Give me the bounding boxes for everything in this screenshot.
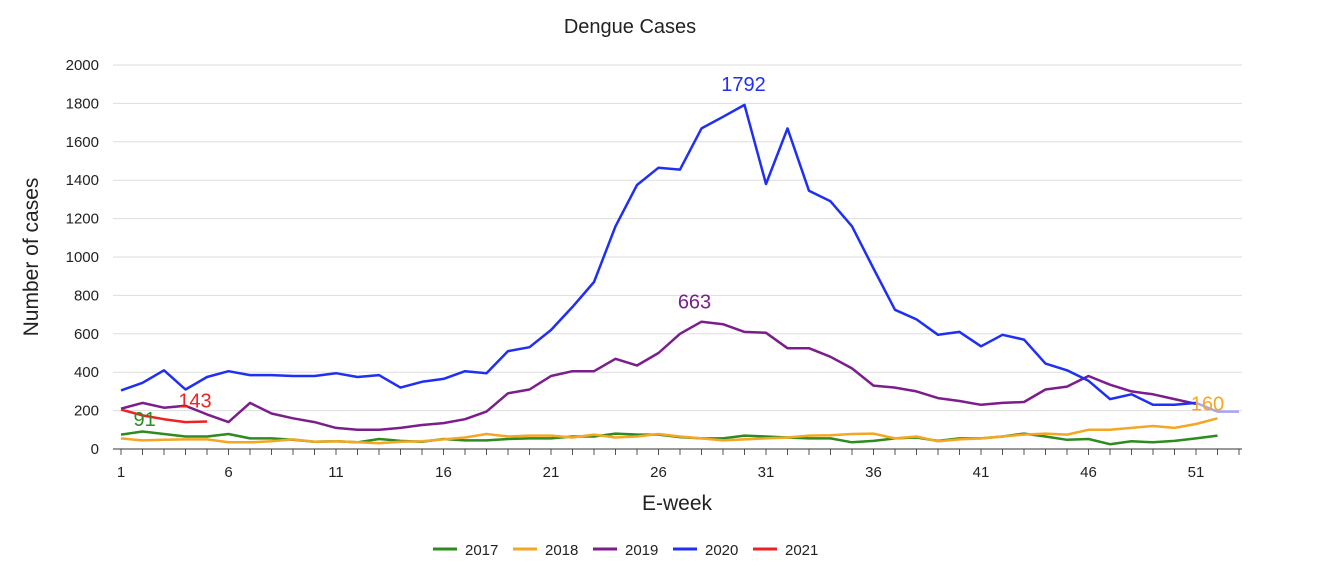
series-lines xyxy=(120,103,1239,446)
y-tick-label: 0 xyxy=(91,441,99,458)
x-tick-label: 51 xyxy=(1188,464,1205,481)
annotation-2017: 91 xyxy=(134,409,156,431)
x-tick-label: 21 xyxy=(543,464,560,481)
series-line-2021 xyxy=(120,408,208,424)
annotation-2020: 1792 xyxy=(721,74,766,96)
y-axis-label: Number of cases xyxy=(20,178,43,337)
x-axis-label: E-week xyxy=(642,492,713,515)
annotations: 91 160 663 1792 143 xyxy=(134,74,1225,431)
x-tick-label: 41 xyxy=(973,464,990,481)
y-tick-label: 2000 xyxy=(66,57,99,74)
y-tick-label: 200 xyxy=(74,403,99,420)
y-tick-label: 1800 xyxy=(66,95,99,112)
legend-label-2019: 2019 xyxy=(625,542,658,559)
legend-label-2021: 2021 xyxy=(785,542,818,559)
grid-lines xyxy=(113,64,1242,412)
x-tick-label: 16 xyxy=(435,464,452,481)
y-tick-label: 1400 xyxy=(66,172,99,189)
legend-label-2017: 2017 xyxy=(465,542,498,559)
y-tick-label: 400 xyxy=(74,364,99,381)
series-extension-line xyxy=(1195,401,1239,413)
series-line-2019 xyxy=(120,320,1197,432)
legend-label-2020: 2020 xyxy=(705,542,738,559)
y-tick-label: 1000 xyxy=(66,249,99,266)
annotation-2021: 143 xyxy=(178,391,211,413)
annotation-2019: 663 xyxy=(678,292,711,314)
x-tick-label: 1 xyxy=(117,464,125,481)
x-tick-label: 6 xyxy=(224,464,232,481)
legend: 2017 2018 2019 2020 2021 xyxy=(433,542,818,559)
x-tick-label: 26 xyxy=(650,464,667,481)
x-tick-label: 46 xyxy=(1080,464,1097,481)
series-line-2020 xyxy=(120,103,1197,407)
legend-label-2018: 2018 xyxy=(545,542,578,559)
y-axis-ticks: 0 200 400 600 800 1000 1200 1400 1600 1800 2000 xyxy=(66,57,99,458)
x-tick-label: 31 xyxy=(758,464,775,481)
y-tick-label: 1200 xyxy=(66,211,99,228)
x-tick-label: 11 xyxy=(328,464,344,481)
series-line-2018 xyxy=(120,417,1218,445)
y-tick-label: 1600 xyxy=(66,134,99,151)
y-tick-label: 600 xyxy=(74,326,99,343)
x-axis-ticks: 1 6 11 16 21 26 31 36 41 46 51 xyxy=(117,449,1240,481)
y-tick-label: 800 xyxy=(74,287,99,304)
x-tick-label: 36 xyxy=(865,464,882,481)
chart-title: Dengue Cases xyxy=(564,16,696,38)
annotation-2018: 160 xyxy=(1191,393,1224,415)
